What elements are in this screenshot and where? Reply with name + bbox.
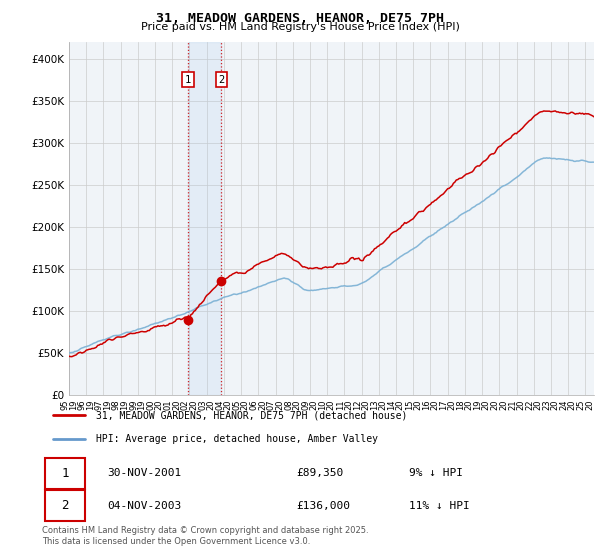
Text: HPI: Average price, detached house, Amber Valley: HPI: Average price, detached house, Ambe… — [96, 434, 378, 444]
Bar — [188, 42, 221, 395]
Text: £136,000: £136,000 — [296, 501, 350, 511]
Text: 9% ↓ HPI: 9% ↓ HPI — [409, 468, 463, 478]
FancyBboxPatch shape — [45, 458, 85, 489]
Text: 11% ↓ HPI: 11% ↓ HPI — [409, 501, 470, 511]
Text: 1: 1 — [185, 75, 191, 85]
Text: 04-NOV-2003: 04-NOV-2003 — [107, 501, 181, 511]
Text: 30-NOV-2001: 30-NOV-2001 — [107, 468, 181, 478]
Text: 31, MEADOW GARDENS, HEANOR, DE75 7PH: 31, MEADOW GARDENS, HEANOR, DE75 7PH — [156, 12, 444, 25]
Text: Contains HM Land Registry data © Crown copyright and database right 2025.
This d: Contains HM Land Registry data © Crown c… — [42, 526, 368, 546]
FancyBboxPatch shape — [45, 490, 85, 521]
Text: 1: 1 — [61, 467, 69, 480]
Text: Price paid vs. HM Land Registry's House Price Index (HPI): Price paid vs. HM Land Registry's House … — [140, 22, 460, 32]
Text: 2: 2 — [61, 499, 69, 512]
Text: £89,350: £89,350 — [296, 468, 343, 478]
Text: 2: 2 — [218, 75, 224, 85]
Text: 31, MEADOW GARDENS, HEANOR, DE75 7PH (detached house): 31, MEADOW GARDENS, HEANOR, DE75 7PH (de… — [96, 410, 407, 420]
